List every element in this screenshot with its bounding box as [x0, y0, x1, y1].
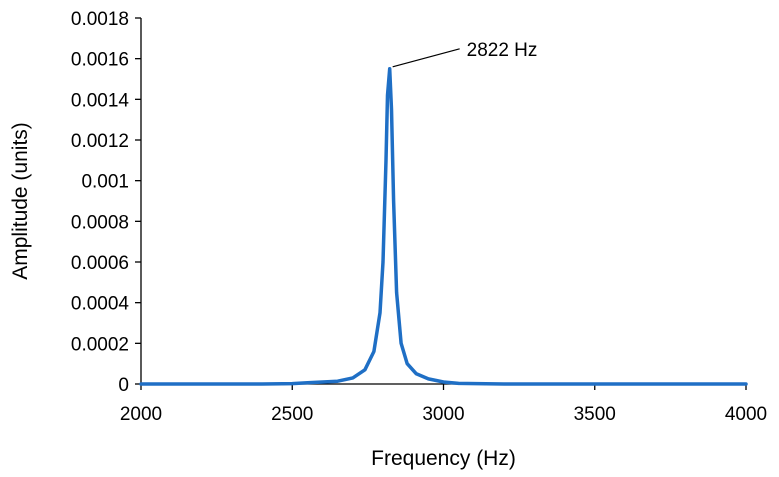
x-tick-label: 3500 [574, 404, 616, 425]
y-tick-label: 0.0008 [71, 212, 129, 233]
y-axis: 0 0.0002 0.0004 0.0006 0.0008 0.001 0.0012 0.00… [71, 9, 142, 396]
x-tick-label: 3000 [422, 404, 464, 425]
x-axis-title: Frequency (Hz) [371, 447, 516, 470]
x-tick-label: 2500 [271, 404, 313, 425]
y-tick-label: 0.0012 [71, 131, 129, 152]
series-line [139, 67, 748, 386]
y-tick-label: 0 [118, 375, 129, 396]
y-tick-label: 0.0014 [71, 90, 130, 111]
y-tick-label: 0.0006 [71, 253, 129, 274]
peak-annotation-label: 2822 Hz [467, 40, 538, 61]
annotation-leader-line [392, 48, 460, 68]
y-tick-label: 0.0018 [71, 9, 129, 30]
y-tick-label: 0.0002 [71, 334, 129, 355]
y-tick-label: 0.001 [81, 172, 129, 193]
plot-area: 2822 Hz [139, 40, 748, 386]
x-tick-label: 4000 [725, 404, 767, 425]
x-tick-label: 2000 [120, 404, 162, 425]
y-tick-label: 0.0004 [71, 294, 130, 315]
y-axis-title: Amplitude (units) [9, 122, 32, 280]
x-axis: 2000 2500 3000 3500 4000 [120, 383, 767, 425]
y-tick-label: 0.0016 [71, 50, 129, 71]
